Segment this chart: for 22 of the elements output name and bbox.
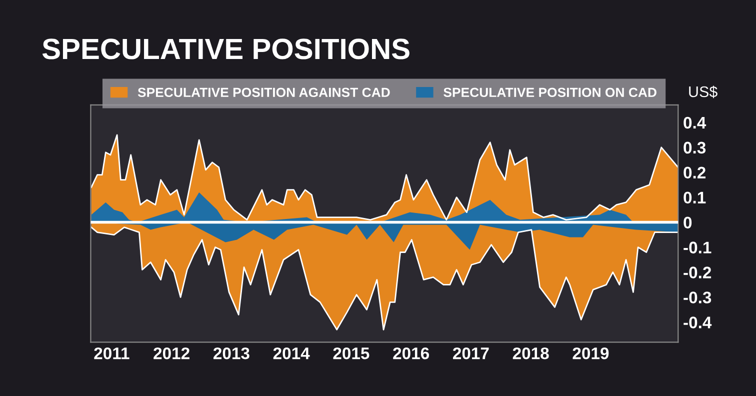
x-tick-label: 2019 xyxy=(572,347,609,360)
legend-label: SPECULATIVE POSITION AGAINST CAD xyxy=(138,88,390,98)
y-tick-label: 0 xyxy=(684,216,692,228)
y-axis-title: US$ xyxy=(689,86,718,98)
legend-label: SPECULATIVE POSITION ON CAD xyxy=(444,88,656,98)
x-tick-label: 2013 xyxy=(213,347,250,360)
y-tick-label: -0.2 xyxy=(684,266,712,278)
y-tick-label: 0.2 xyxy=(684,166,706,179)
x-tick-label: 2015 xyxy=(333,347,370,360)
x-tick-label: 2016 xyxy=(393,347,430,360)
x-tick-label: 2017 xyxy=(452,347,489,360)
x-tick-label: 2012 xyxy=(154,347,190,360)
y-tick-label: 0.1 xyxy=(684,192,706,204)
y-tick-label: -0.3 xyxy=(684,292,712,304)
y-tick-label: -0.1 xyxy=(684,242,712,254)
x-tick-label: 2011 xyxy=(94,347,130,360)
y-tick-label: -0.4 xyxy=(684,316,712,328)
x-tick-label: 2018 xyxy=(512,347,549,360)
y-tick-label: 0.3 xyxy=(684,142,706,154)
y-tick-label: 0.4 xyxy=(684,116,706,129)
x-tick-label: 2014 xyxy=(273,347,310,360)
chart-title: SPECULATIVE POSITIONS xyxy=(42,38,410,60)
